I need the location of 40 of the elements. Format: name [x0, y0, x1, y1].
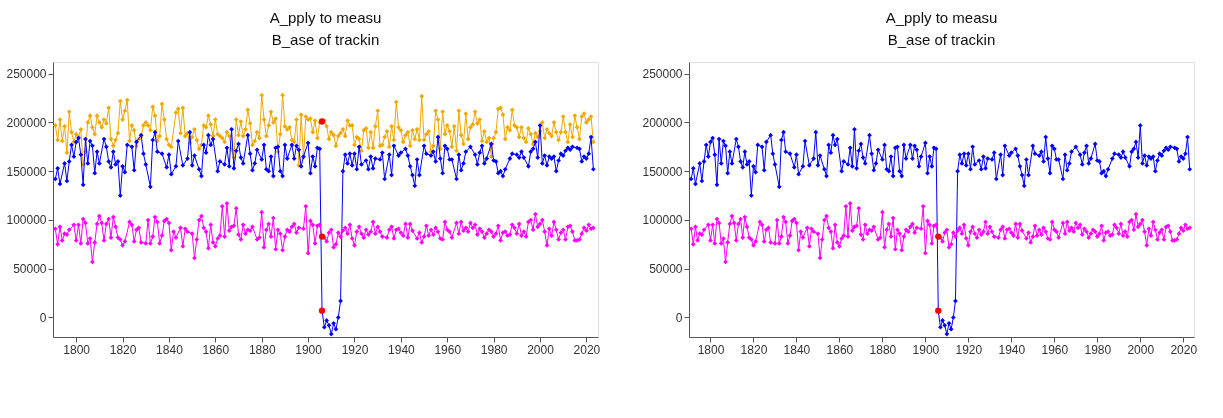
y-tick-label: 100000	[6, 213, 47, 228]
x-tick-label: 1920	[341, 342, 369, 357]
x-tick-label: 1900	[295, 342, 323, 357]
x-tick-label: 1960	[1041, 342, 1069, 357]
x-tick-label: 1980	[480, 342, 508, 357]
y-tick-label: 150000	[6, 164, 47, 179]
x-tick-label: 1980	[1084, 342, 1112, 357]
x-tick-label: 1940	[388, 342, 416, 357]
y-tick-label: 250000	[6, 67, 47, 82]
x-tick-label: 1820	[109, 342, 137, 357]
y-tick-label: 250000	[642, 67, 683, 82]
x-tick-label: 1940	[998, 342, 1026, 357]
y-tick-label: 200000	[6, 115, 47, 130]
x-tick-label: 1840	[156, 342, 184, 357]
x-tick-label: 1800	[63, 342, 91, 357]
text: A_pply to measu	[269, 9, 382, 26]
x-tick-label: 1800	[697, 342, 725, 357]
y-tick-label: 200000	[642, 115, 683, 130]
x-tick-label: 1860	[202, 342, 230, 357]
y-tick-label: 0	[675, 311, 683, 325]
text: B_ase of trackin	[887, 31, 996, 48]
x-tick-label: 2020	[1170, 342, 1198, 357]
x-tick-label: 1860	[826, 342, 854, 357]
y-tick-label: 50000	[649, 262, 683, 277]
y-tick-label: 100000	[642, 213, 683, 228]
x-tick-label: 1900	[912, 342, 940, 357]
x-tick-label: 1880	[869, 342, 897, 357]
y-tick-label: 0	[39, 311, 47, 325]
x-tick-label: 2020	[573, 342, 601, 357]
text: B_ase of trackin	[271, 31, 380, 48]
x-tick-label: 1840	[783, 342, 811, 357]
text: A_pply to measu	[885, 9, 998, 26]
x-tick-label: 1920	[955, 342, 983, 357]
y-tick-label: 50000	[13, 262, 47, 277]
y-tick-label: 150000	[642, 164, 683, 179]
x-tick-label: 1960	[434, 342, 462, 357]
x-tick-label: 2000	[527, 342, 555, 357]
x-tick-label: 2000	[1127, 342, 1155, 357]
x-tick-label: 1880	[248, 342, 276, 357]
x-tick-label: 1820	[740, 342, 768, 357]
